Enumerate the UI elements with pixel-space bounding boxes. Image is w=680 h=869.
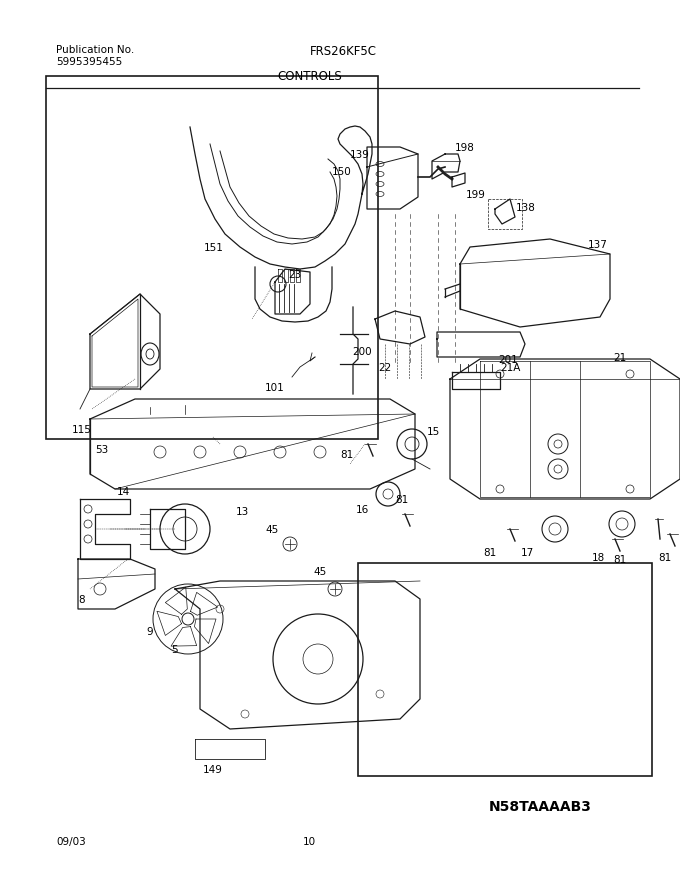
Text: 18: 18 [592, 553, 605, 562]
Text: 139: 139 [350, 149, 370, 160]
Text: 81: 81 [341, 449, 354, 460]
Text: N58TAAAAB3: N58TAAAAB3 [489, 799, 592, 813]
Text: 16: 16 [356, 504, 369, 514]
Text: 09/03: 09/03 [56, 836, 86, 846]
Text: 138: 138 [516, 202, 536, 213]
Text: 199: 199 [466, 189, 486, 200]
Text: 8: 8 [79, 594, 85, 604]
Text: 101: 101 [265, 382, 285, 393]
Text: 150: 150 [332, 167, 352, 176]
Text: 137: 137 [588, 240, 608, 249]
Bar [46, 76, 378, 440]
Text: 17: 17 [520, 547, 534, 557]
Text: 149: 149 [203, 764, 223, 774]
Text: 45: 45 [265, 524, 279, 534]
Text: 10: 10 [303, 836, 316, 846]
Text: Publication No.: Publication No. [56, 45, 135, 55]
Text: 22: 22 [378, 362, 392, 373]
Text: 81: 81 [483, 547, 496, 557]
Text: 21A: 21A [500, 362, 520, 373]
Text: 201: 201 [498, 355, 518, 365]
Text: 81: 81 [613, 554, 627, 564]
Text: 13: 13 [235, 507, 249, 516]
Text: FRS26KF5C: FRS26KF5C [309, 45, 377, 58]
Text: 200: 200 [352, 347, 372, 356]
Text: 198: 198 [455, 143, 475, 153]
Text: 14: 14 [116, 487, 130, 496]
Text: 151: 151 [204, 242, 224, 253]
Text: 23: 23 [288, 269, 302, 280]
Text: 5995395455: 5995395455 [56, 56, 122, 66]
Text: 81: 81 [395, 494, 409, 504]
Text: 45: 45 [313, 567, 326, 576]
Text: 9: 9 [147, 627, 153, 636]
Text: 15: 15 [426, 427, 440, 436]
Text: 21: 21 [613, 353, 627, 362]
Text: 115: 115 [72, 425, 92, 434]
Text: 5: 5 [171, 644, 178, 654]
Text: 81: 81 [658, 553, 672, 562]
Text: 53: 53 [95, 444, 109, 454]
Bar [358, 563, 652, 776]
Text: CONTROLS: CONTROLS [277, 70, 342, 83]
